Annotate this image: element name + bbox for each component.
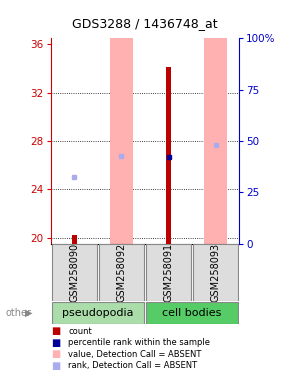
Text: pseudopodia: pseudopodia xyxy=(62,308,134,318)
Text: value, Detection Call = ABSENT: value, Detection Call = ABSENT xyxy=(68,349,202,359)
Text: rank, Detection Call = ABSENT: rank, Detection Call = ABSENT xyxy=(68,361,197,370)
FancyBboxPatch shape xyxy=(52,245,97,301)
Text: GSM258091: GSM258091 xyxy=(164,243,173,302)
FancyBboxPatch shape xyxy=(99,245,144,301)
Text: ■: ■ xyxy=(51,326,60,336)
Bar xyxy=(204,38,227,244)
Text: ▶: ▶ xyxy=(25,308,32,318)
Text: ■: ■ xyxy=(51,361,60,371)
Text: ■: ■ xyxy=(51,349,60,359)
FancyBboxPatch shape xyxy=(193,245,238,301)
Text: other: other xyxy=(6,308,32,318)
Text: cell bodies: cell bodies xyxy=(162,308,222,318)
Text: GDS3288 / 1436748_at: GDS3288 / 1436748_at xyxy=(72,17,218,30)
FancyBboxPatch shape xyxy=(52,302,144,324)
Bar xyxy=(110,38,133,244)
FancyBboxPatch shape xyxy=(146,245,191,301)
Bar xyxy=(72,235,77,244)
Bar xyxy=(166,68,171,244)
Text: ■: ■ xyxy=(51,338,60,348)
Text: GSM258093: GSM258093 xyxy=(211,243,221,302)
Text: GSM258092: GSM258092 xyxy=(117,243,126,302)
FancyBboxPatch shape xyxy=(146,302,238,324)
Text: percentile rank within the sample: percentile rank within the sample xyxy=(68,338,210,347)
Text: count: count xyxy=(68,326,92,336)
Text: GSM258090: GSM258090 xyxy=(69,243,79,302)
